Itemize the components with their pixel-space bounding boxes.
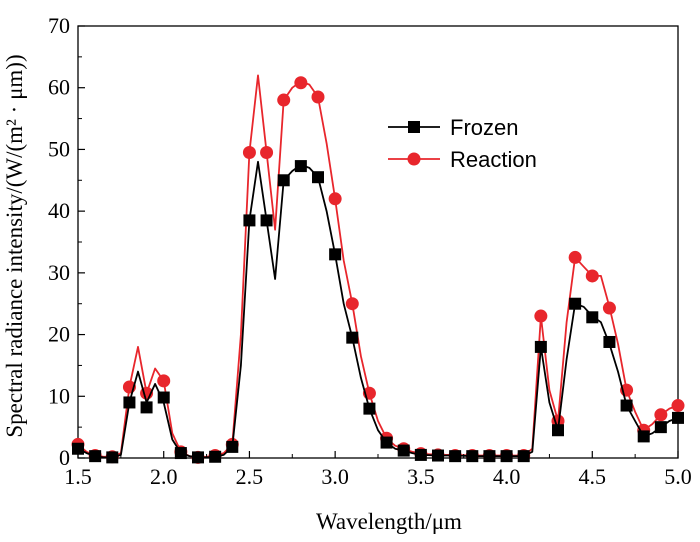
x-tick-label: 1.5 bbox=[64, 464, 92, 489]
y-tick-label: 70 bbox=[48, 13, 70, 38]
data-point-frozen bbox=[192, 451, 204, 464]
legend-marker bbox=[408, 121, 420, 133]
x-tick-label: 4.5 bbox=[579, 464, 607, 489]
x-tick-label: 4.0 bbox=[493, 464, 521, 489]
data-point-frozen bbox=[72, 442, 84, 455]
data-point-frozen bbox=[449, 450, 462, 463]
data-point-frozen bbox=[517, 450, 530, 463]
y-tick-label: 20 bbox=[48, 322, 70, 347]
data-point-frozen bbox=[637, 430, 650, 443]
data-point-frozen bbox=[260, 214, 273, 227]
y-tick-label: 50 bbox=[48, 136, 70, 161]
data-point-reaction bbox=[328, 192, 342, 206]
data-point-reaction bbox=[568, 250, 582, 264]
data-point-reaction bbox=[654, 408, 668, 422]
data-point-frozen bbox=[672, 411, 684, 424]
series-line-frozen bbox=[77, 160, 679, 459]
y-tick-label: 60 bbox=[48, 75, 70, 100]
legend-label: Reaction bbox=[450, 147, 537, 172]
y-tick-label: 0 bbox=[59, 445, 70, 470]
data-point-frozen bbox=[89, 450, 102, 463]
series-layer bbox=[71, 74, 685, 464]
data-point-frozen bbox=[654, 421, 667, 434]
data-point-reaction bbox=[585, 269, 599, 283]
y-tick-label: 10 bbox=[48, 383, 70, 408]
x-tick-label: 3.5 bbox=[407, 464, 435, 489]
legend-item-reaction: Reaction bbox=[388, 147, 537, 172]
data-point-reaction bbox=[671, 399, 685, 413]
data-point-frozen bbox=[226, 440, 239, 453]
data-point-frozen bbox=[140, 401, 153, 414]
data-point-reaction bbox=[602, 301, 616, 315]
data-point-frozen bbox=[123, 396, 136, 409]
data-point-reaction bbox=[157, 374, 171, 388]
x-tick-label: 5.0 bbox=[664, 464, 692, 489]
legend-item-frozen: Frozen bbox=[388, 115, 518, 140]
data-point-reaction bbox=[260, 146, 274, 160]
data-point-frozen bbox=[552, 424, 564, 437]
data-point-frozen bbox=[397, 444, 410, 457]
data-point-reaction bbox=[345, 297, 359, 311]
legend: Frozen Reaction bbox=[388, 115, 537, 172]
series-reaction bbox=[71, 74, 685, 464]
y-tick-label: 30 bbox=[48, 260, 70, 285]
data-point-frozen bbox=[569, 297, 582, 310]
data-point-frozen bbox=[586, 311, 599, 324]
x-tick-label: 2.0 bbox=[150, 464, 178, 489]
data-point-reaction bbox=[311, 90, 325, 104]
legend-marker bbox=[407, 152, 421, 166]
data-point-frozen bbox=[312, 171, 324, 184]
data-point-frozen bbox=[329, 248, 342, 261]
series-frozen bbox=[72, 160, 684, 464]
y-axis-title: Spectral radiance intensity/(W/(m² · μm)… bbox=[2, 54, 27, 437]
data-point-frozen bbox=[277, 174, 290, 187]
x-tick-label: 3.0 bbox=[321, 464, 349, 489]
data-point-reaction bbox=[277, 93, 291, 107]
data-point-reaction bbox=[534, 309, 548, 323]
data-point-frozen bbox=[346, 331, 359, 344]
data-point-frozen bbox=[466, 450, 479, 463]
data-point-frozen bbox=[243, 214, 256, 227]
data-point-frozen bbox=[209, 450, 222, 463]
data-point-frozen bbox=[534, 340, 547, 353]
x-tick-label: 2.5 bbox=[236, 464, 264, 489]
data-point-frozen bbox=[620, 399, 633, 412]
data-point-frozen bbox=[363, 402, 376, 415]
data-point-frozen bbox=[294, 160, 307, 173]
legend-label: Frozen bbox=[450, 115, 518, 140]
data-point-reaction bbox=[294, 76, 308, 90]
y-tick-label: 40 bbox=[48, 198, 70, 223]
x-axis-title: Wavelength/μm bbox=[316, 509, 462, 534]
data-point-frozen bbox=[603, 335, 616, 348]
data-point-frozen bbox=[174, 447, 187, 460]
data-point-frozen bbox=[483, 450, 496, 463]
data-point-frozen bbox=[157, 391, 170, 404]
data-point-reaction bbox=[242, 146, 256, 160]
data-point-frozen bbox=[432, 449, 444, 462]
data-point-frozen bbox=[106, 451, 119, 464]
data-point-frozen bbox=[380, 436, 393, 449]
ticks-layer: 1.5 2.0 2.5 3.0 3.5 4.0 4.5 5.0 0 10 20 30 40 50 60 70 bbox=[48, 13, 692, 489]
